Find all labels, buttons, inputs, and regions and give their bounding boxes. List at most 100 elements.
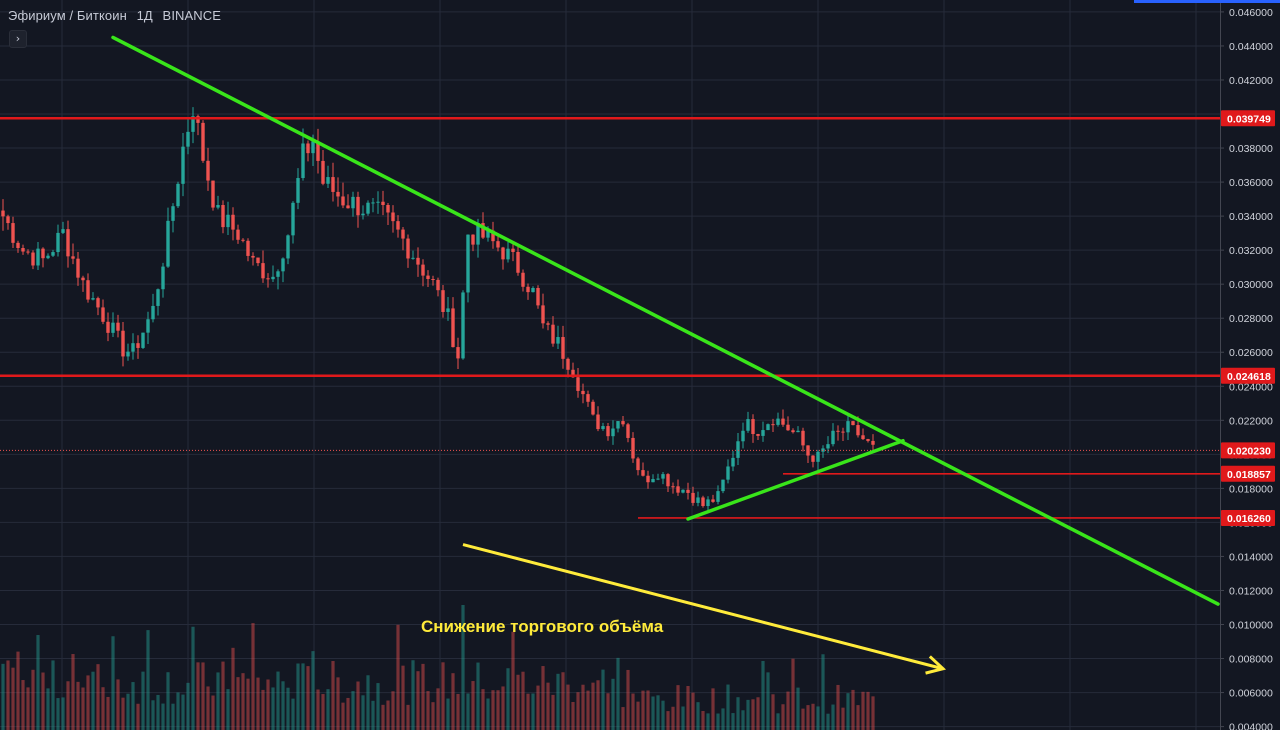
- candle-body: [781, 418, 785, 425]
- candle-body: [761, 430, 765, 436]
- volume-bar: [531, 693, 535, 730]
- candle-body: [301, 143, 305, 179]
- volume-bar: [781, 704, 785, 730]
- volume-bar: [106, 696, 110, 730]
- candle-body: [726, 466, 730, 480]
- volume-bar: [241, 673, 245, 730]
- volume-bar: [566, 684, 570, 730]
- candle-body: [96, 298, 100, 308]
- volume-bar: [266, 679, 270, 730]
- volume-bar: [746, 699, 750, 730]
- candle-body: [846, 421, 850, 433]
- volume-bar: [681, 706, 685, 730]
- volume-bar: [526, 693, 530, 730]
- volume-bar: [816, 706, 820, 730]
- volume-bar: [56, 698, 60, 730]
- price-tick-label: 0.014000: [1229, 551, 1273, 563]
- volume-bar: [676, 685, 680, 730]
- volume-bar: [426, 691, 430, 730]
- volume-bar: [791, 658, 795, 730]
- volume-bar: [861, 691, 865, 730]
- volume-bar: [716, 713, 720, 730]
- volume-bar: [866, 691, 870, 730]
- volume-bar: [211, 695, 215, 730]
- candle-body: [851, 421, 855, 426]
- candle-body: [146, 319, 150, 333]
- volume-bar: [771, 694, 775, 730]
- volume-bar: [841, 707, 845, 730]
- candle-body: [731, 457, 735, 467]
- volume-bar: [736, 697, 740, 730]
- candle-body: [356, 196, 360, 216]
- volume-bar: [536, 685, 540, 730]
- price-tick-label: 0.024000: [1229, 381, 1273, 393]
- volume-bar: [826, 713, 830, 730]
- trendline-ascending-support: [686, 438, 905, 521]
- volume-bar: [621, 707, 625, 730]
- candle-body: [11, 223, 15, 243]
- levels: [0, 117, 1220, 519]
- candle-body: [341, 196, 345, 206]
- candle-body: [496, 241, 500, 248]
- candle-body: [746, 419, 750, 431]
- candle-body: [331, 177, 335, 192]
- price-tick-label: 0.046000: [1229, 7, 1273, 19]
- volume-bar: [71, 654, 75, 730]
- candle-body: [451, 308, 455, 348]
- top-accent-bar: [1134, 0, 1280, 3]
- candle-body: [226, 214, 230, 228]
- candle-body: [686, 489, 690, 493]
- volume-bar: [351, 691, 355, 730]
- price-tag-0.016260: 0.016260: [1227, 513, 1271, 525]
- volume-bar: [441, 662, 445, 730]
- candle-body: [796, 430, 800, 433]
- candle-body: [251, 255, 255, 258]
- volume-bar: [181, 694, 185, 730]
- candle-body: [316, 141, 320, 161]
- price-tag-bg: [1221, 367, 1275, 384]
- candle-body: [346, 205, 350, 209]
- volume-bar: [606, 693, 610, 730]
- volume-bar: [731, 713, 735, 730]
- candle-body: [481, 223, 485, 238]
- volume-bar: [146, 630, 150, 730]
- candle-body: [681, 489, 685, 493]
- volume-bar: [271, 687, 275, 730]
- candle-body: [46, 255, 50, 259]
- candle-body: [551, 324, 555, 344]
- candle-body: [351, 196, 355, 209]
- candle-body: [471, 234, 475, 245]
- volume-bar: [431, 702, 435, 730]
- volume-bar: [721, 708, 725, 730]
- volume-bar: [326, 689, 330, 730]
- candle-body: [816, 451, 820, 462]
- candle-body: [336, 191, 340, 197]
- volume-bar: [286, 687, 290, 730]
- volume-bar: [251, 623, 255, 730]
- volume-bar: [26, 687, 30, 730]
- volume-bar: [521, 671, 525, 730]
- candle-body: [311, 141, 315, 154]
- price-tag-bg: [1221, 465, 1275, 482]
- price-tick-label: 0.022000: [1229, 415, 1273, 427]
- expand-legend-button[interactable]: ›: [9, 30, 27, 48]
- candle-body: [231, 214, 235, 230]
- volume-bar: [846, 693, 850, 730]
- volume-bar: [336, 677, 340, 730]
- volume-bar: [151, 700, 155, 730]
- candle-body: [126, 351, 130, 357]
- candle-body: [186, 131, 190, 147]
- candle-body: [711, 499, 715, 502]
- candle-body: [381, 201, 385, 205]
- price-tick-label: 0.034000: [1229, 211, 1273, 223]
- candle-body: [271, 276, 275, 280]
- price-tick-label: 0.042000: [1229, 75, 1273, 87]
- candle-body: [656, 478, 660, 480]
- candle-body: [511, 248, 515, 252]
- volume-bar: [321, 694, 325, 730]
- volume-bar: [646, 690, 650, 730]
- candles: [1, 107, 875, 513]
- candle-body: [396, 221, 400, 230]
